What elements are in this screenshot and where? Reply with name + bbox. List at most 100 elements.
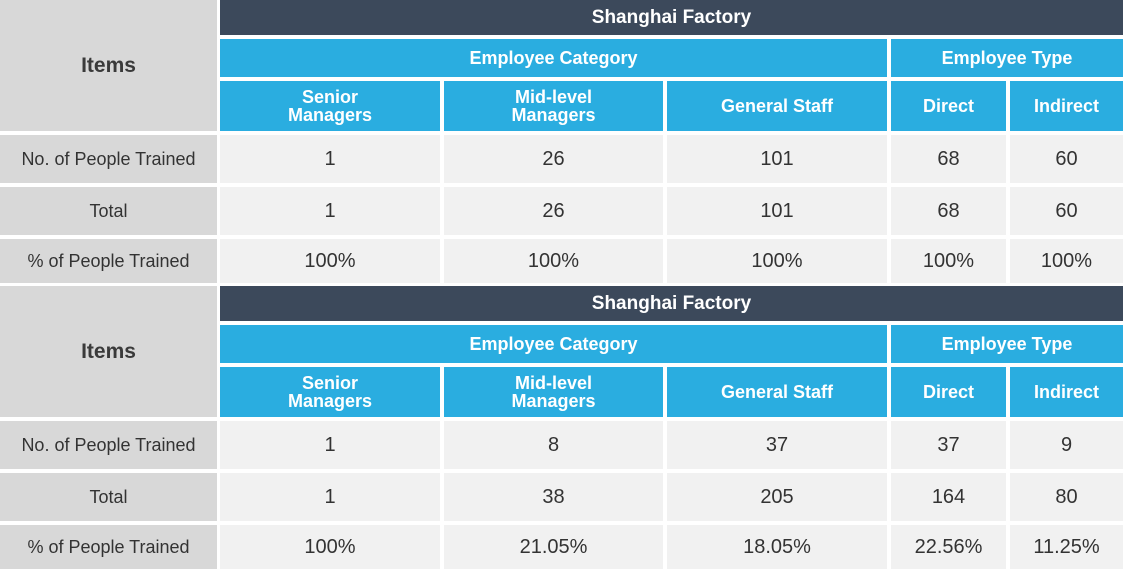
data-cell-text: 100% [1040, 249, 1093, 272]
row-label-text: % of People Trained [27, 536, 190, 557]
group-header: Employee Category [220, 325, 887, 363]
items-header: Items [0, 0, 217, 131]
data-cell-text: 1 [324, 485, 336, 508]
data-cell: 1 [220, 187, 440, 235]
data-cell-text: 100% [751, 249, 803, 272]
data-cell-text: 38 [542, 485, 565, 508]
row-label: No. of People Trained [0, 135, 217, 183]
group-header: Employee Type [891, 325, 1123, 363]
column-header: Indirect [1010, 81, 1123, 131]
column-header-text: Senior Managers [287, 373, 373, 411]
column-header-text: Senior Managers [287, 87, 373, 125]
data-cell: 101 [667, 187, 887, 235]
column-header-text: Mid-level Managers [511, 87, 596, 125]
group-header: Employee Type [891, 39, 1123, 77]
data-cell: 100% [891, 239, 1006, 283]
items-header-text: Items [81, 339, 136, 363]
data-cell: 18.05% [667, 525, 887, 569]
table-title-text: Shanghai Factory [591, 6, 752, 28]
column-header: General Staff [667, 367, 887, 417]
data-cell: 60 [1010, 135, 1123, 183]
data-cell-text: 60 [1055, 199, 1078, 222]
row-label: % of People Trained [0, 525, 217, 569]
data-cell: 37 [891, 421, 1006, 469]
data-cell-text: 18.05% [743, 535, 811, 558]
data-cell-text: 1 [324, 147, 336, 170]
column-header: Mid-level Managers [444, 367, 663, 417]
data-cell-text: 21.05% [519, 535, 588, 558]
row-label: Total [0, 473, 217, 521]
data-cell-text: 205 [760, 485, 794, 508]
data-cell-text: 22.56% [914, 535, 983, 558]
data-cell-text: 164 [931, 485, 966, 508]
row-label-text: Total [89, 200, 128, 221]
data-cell-text: 1 [324, 433, 336, 456]
column-header-text: General Staff [720, 96, 834, 116]
column-header-text: General Staff [720, 382, 834, 402]
row-label-text: No. of People Trained [21, 148, 196, 169]
column-header-text: Mid-level Managers [511, 373, 596, 411]
data-cell: 205 [667, 473, 887, 521]
items-header: Items [0, 286, 217, 417]
column-header: Senior Managers [220, 81, 440, 131]
column-header: Direct [891, 81, 1006, 131]
group-header-text: Employee Category [469, 334, 638, 354]
data-cell: 11.25% [1010, 525, 1123, 569]
column-header-text: Direct [922, 382, 975, 402]
data-cell: 26 [444, 187, 663, 235]
column-header-text: Direct [922, 96, 975, 116]
column-header: General Staff [667, 81, 887, 131]
table-title: Shanghai Factory [220, 286, 1123, 321]
data-cell-text: 101 [760, 199, 794, 222]
data-cell: 1 [220, 473, 440, 521]
row-label-text: Total [89, 486, 128, 507]
column-header-text: Indirect [1033, 96, 1099, 116]
data-cell: 8 [444, 421, 663, 469]
data-cell-text: 100% [922, 249, 975, 272]
row-label: % of People Trained [0, 239, 217, 283]
data-cell: 60 [1010, 187, 1123, 235]
data-cell: 21.05% [444, 525, 663, 569]
data-cell-text: 60 [1055, 147, 1078, 170]
row-label: Total [0, 187, 217, 235]
data-cell-text: 26 [542, 199, 565, 222]
data-cell: 100% [444, 239, 663, 283]
data-cell-text: 68 [937, 147, 960, 170]
column-header-text: Indirect [1033, 382, 1099, 402]
group-header-text: Employee Type [941, 48, 1073, 68]
data-cell: 37 [667, 421, 887, 469]
group-header: Employee Category [220, 39, 887, 77]
data-cell-text: 37 [765, 433, 789, 456]
data-cell-text: 100% [304, 249, 356, 272]
data-cell: 26 [444, 135, 663, 183]
data-cell: 22.56% [891, 525, 1006, 569]
data-cell: 100% [220, 525, 440, 569]
data-cell-text: 26 [542, 147, 565, 170]
data-cell-text: 9 [1060, 433, 1073, 456]
data-cell: 164 [891, 473, 1006, 521]
data-cell: 100% [220, 239, 440, 283]
column-header: Senior Managers [220, 367, 440, 417]
data-cell: 68 [891, 187, 1006, 235]
data-cell: 38 [444, 473, 663, 521]
group-header-text: Employee Category [469, 48, 638, 68]
table-title: Shanghai Factory [220, 0, 1123, 35]
data-cell: 101 [667, 135, 887, 183]
data-cell-text: 80 [1055, 485, 1078, 508]
data-cell: 1 [220, 421, 440, 469]
row-label-text: % of People Trained [27, 250, 190, 271]
row-label: No. of People Trained [0, 421, 217, 469]
data-cell: 80 [1010, 473, 1123, 521]
data-cell-text: 11.25% [1033, 535, 1100, 558]
table-title-text: Shanghai Factory [591, 292, 752, 314]
data-cell-text: 100% [527, 249, 580, 272]
group-header-text: Employee Type [941, 334, 1073, 354]
data-cell: 100% [1010, 239, 1123, 283]
items-header-text: Items [81, 53, 136, 77]
data-cell: 1 [220, 135, 440, 183]
data-cell-text: 68 [937, 199, 960, 222]
data-cell: 68 [891, 135, 1006, 183]
data-cell: 100% [667, 239, 887, 283]
data-cell-text: 100% [304, 535, 356, 558]
